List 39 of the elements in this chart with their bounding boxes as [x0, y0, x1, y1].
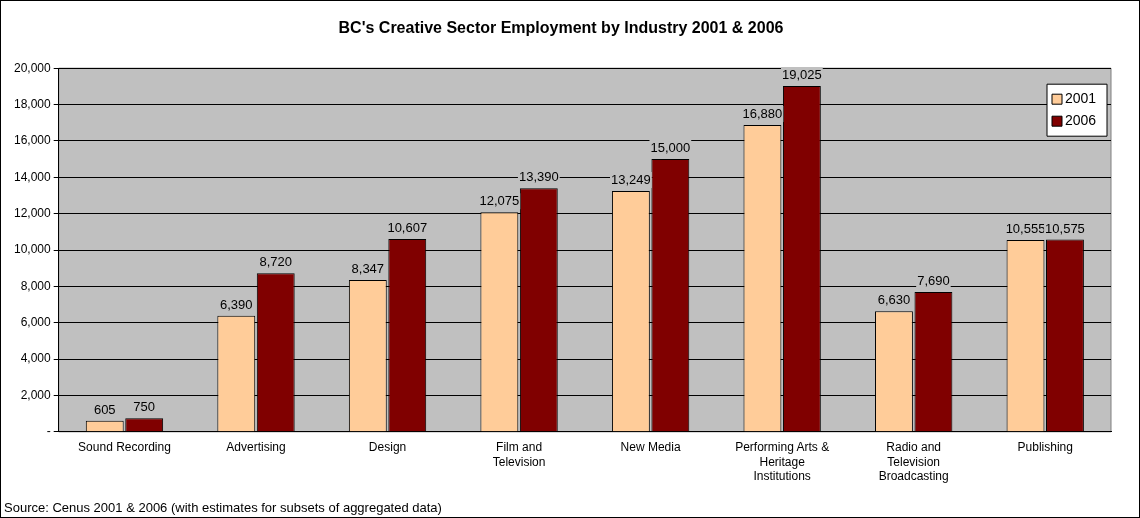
- x-tick-label: Film and Television: [492, 440, 546, 469]
- data-label: 10,607: [387, 220, 428, 236]
- data-label: 13,390: [518, 169, 559, 185]
- data-label: 605: [93, 401, 116, 417]
- x-tick-label: Performing Arts & Heritage Institutions: [735, 440, 830, 484]
- x-tick-label: Advertising: [226, 440, 286, 455]
- y-tick-label: 4,000: [20, 351, 52, 366]
- legend-label: 2001: [1065, 90, 1097, 107]
- y-tick-label: 10,000: [14, 242, 52, 257]
- y-tick-label: 18,000: [14, 96, 52, 111]
- y-tick-label: 6,000: [20, 315, 52, 330]
- data-label: 750: [133, 399, 156, 415]
- y-tick-label: 16,000: [14, 133, 52, 148]
- data-label: 8,347: [351, 261, 385, 277]
- x-tick-label: Publishing: [1017, 440, 1073, 455]
- y-tick-label: -: [46, 424, 51, 439]
- data-label: 16,880: [742, 106, 783, 121]
- data-label: 10,575: [1045, 220, 1085, 236]
- x-tick-label: Sound Recording: [78, 440, 171, 455]
- data-label: 7,690: [917, 273, 950, 289]
- data-label: 13,249: [611, 172, 651, 188]
- data-label: 6,390: [220, 296, 253, 312]
- y-tick-label: 8,000: [20, 278, 52, 293]
- y-tick-label: 2,000: [20, 387, 52, 402]
- data-label: 12,075: [479, 193, 520, 209]
- y-tick-label: 12,000: [14, 205, 52, 220]
- data-label: 6,630: [877, 292, 911, 308]
- x-tick-label: Design: [368, 440, 407, 455]
- data-label: 19,025: [782, 67, 822, 82]
- chart-title: BC's Creative Sector Employment by Industry 2001 & 2006: [338, 19, 784, 37]
- data-label: 15,000: [650, 140, 691, 156]
- y-tick-label: 14,000: [14, 169, 52, 184]
- y-tick-label: 20,000: [14, 60, 52, 75]
- source-note: Source: Cenus 2001 & 2006 (with estimates for subsets of aggregated data): [4, 500, 442, 516]
- x-tick-label: New Media: [620, 440, 681, 455]
- x-tick-label: Radio and Television Broadcasting: [878, 440, 949, 484]
- data-label: 10,555: [1005, 220, 1046, 236]
- data-label: 8,720: [259, 254, 293, 270]
- legend-label: 2006: [1065, 112, 1097, 129]
